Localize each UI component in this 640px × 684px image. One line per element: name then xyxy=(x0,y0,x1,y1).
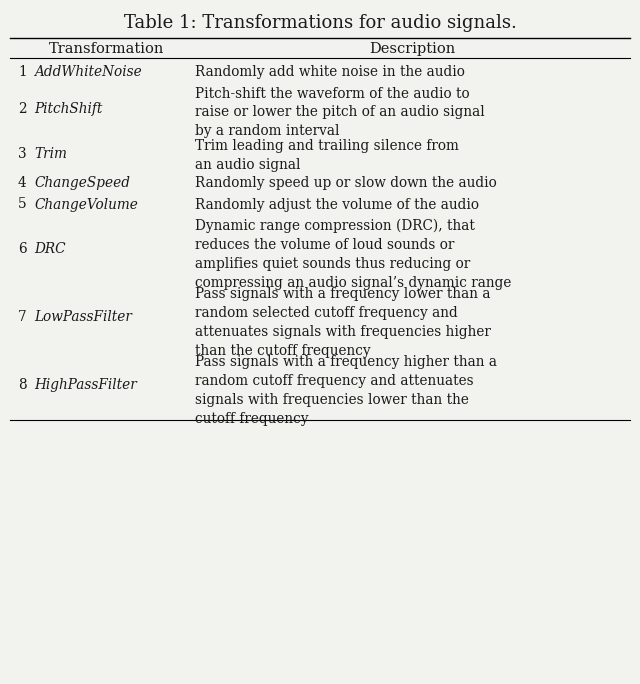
Text: ChangeSpeed: ChangeSpeed xyxy=(34,176,130,190)
Text: Pitch-shift the waveform of the audio to
raise or lower the pitch of an audio si: Pitch-shift the waveform of the audio to… xyxy=(195,86,484,138)
Text: Description: Description xyxy=(369,42,456,56)
Text: Randomly speed up or slow down the audio: Randomly speed up or slow down the audio xyxy=(195,176,497,190)
Text: 1: 1 xyxy=(18,65,27,79)
Text: PitchShift: PitchShift xyxy=(34,102,102,116)
Text: ChangeVolume: ChangeVolume xyxy=(34,198,138,211)
Text: LowPassFilter: LowPassFilter xyxy=(34,311,132,324)
Text: 5: 5 xyxy=(18,198,27,211)
Text: Randomly adjust the volume of the audio: Randomly adjust the volume of the audio xyxy=(195,198,479,211)
Text: Trim leading and trailing silence from
an audio signal: Trim leading and trailing silence from a… xyxy=(195,139,459,172)
Text: Randomly add white noise in the audio: Randomly add white noise in the audio xyxy=(195,65,465,79)
Text: 2: 2 xyxy=(18,102,27,116)
Text: 4: 4 xyxy=(18,176,27,190)
Text: 8: 8 xyxy=(18,378,27,392)
Text: Table 1: Transformations for audio signals.: Table 1: Transformations for audio signa… xyxy=(124,14,516,32)
Text: 3: 3 xyxy=(18,147,27,161)
Text: DRC: DRC xyxy=(34,242,65,256)
Text: Transformation: Transformation xyxy=(49,42,164,56)
Text: 6: 6 xyxy=(18,242,27,256)
Text: HighPassFilter: HighPassFilter xyxy=(34,378,137,392)
Text: 7: 7 xyxy=(18,311,27,324)
Text: Trim: Trim xyxy=(34,147,67,161)
Text: Pass signals with a frequency higher than a
random cutoff frequency and attenuat: Pass signals with a frequency higher tha… xyxy=(195,355,497,426)
Text: Pass signals with a frequency lower than a
random selected cutoff frequency and
: Pass signals with a frequency lower than… xyxy=(195,287,491,358)
Text: AddWhiteNoise: AddWhiteNoise xyxy=(34,65,141,79)
Text: Dynamic range compression (DRC), that
reduces the volume of loud sounds or
ampli: Dynamic range compression (DRC), that re… xyxy=(195,219,511,290)
